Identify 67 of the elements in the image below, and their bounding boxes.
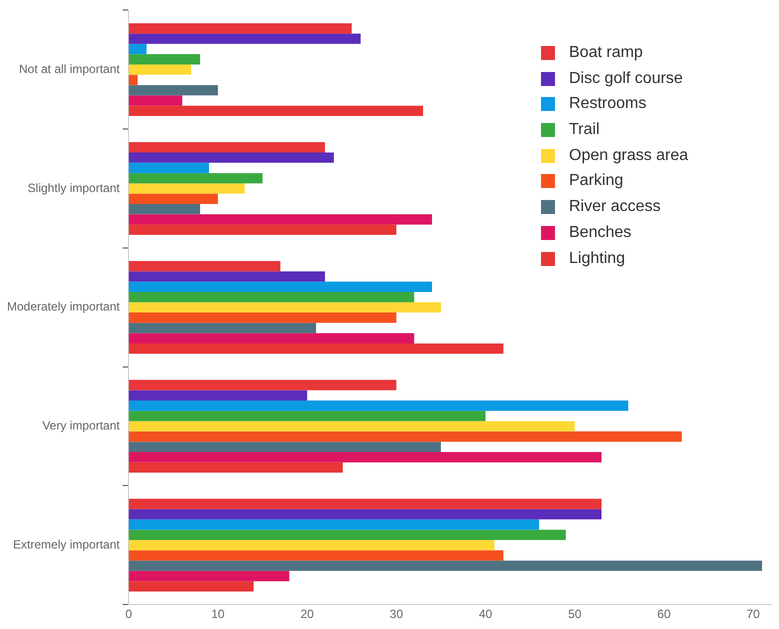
x-tick-label: 30 (390, 607, 404, 622)
bar (128, 194, 218, 204)
y-tick-label: Not at all important (19, 62, 120, 76)
bar (128, 343, 504, 354)
legend-label: Boat ramp (569, 44, 643, 62)
bar (128, 421, 575, 432)
legend-label: Lighting (569, 250, 626, 268)
bar (128, 23, 352, 34)
x-tick-label: 60 (657, 607, 671, 622)
bar (128, 34, 361, 44)
bar (128, 204, 200, 214)
bar (128, 550, 504, 561)
bar (128, 570, 290, 582)
bar (128, 380, 396, 390)
x-tick-label: 40 (478, 607, 493, 622)
bar (128, 292, 414, 302)
x-tick-label: 0 (125, 607, 132, 622)
bar (128, 509, 602, 520)
bar (128, 95, 182, 106)
bar (128, 581, 254, 592)
y-tick-label: Very important (42, 418, 120, 433)
bar (128, 224, 396, 235)
bar (128, 162, 209, 174)
bar (128, 333, 414, 344)
bar (128, 530, 566, 540)
bar (128, 519, 540, 530)
bar (128, 390, 308, 401)
bar (128, 302, 441, 313)
bar (128, 560, 762, 571)
bar (128, 142, 325, 152)
bar (128, 322, 316, 334)
bar (128, 64, 192, 75)
bar (128, 261, 280, 272)
bar (128, 282, 432, 292)
legend-label: Trail (569, 121, 600, 140)
bar (128, 54, 200, 64)
bar (128, 85, 218, 96)
bar (128, 312, 396, 323)
x-tick-label: 70 (746, 607, 760, 622)
x-tick-label: 20 (300, 607, 314, 622)
bar (128, 74, 138, 86)
legend-label: Open grass area (569, 146, 688, 165)
bar (128, 44, 147, 54)
legend-label: Restrooms (569, 95, 646, 114)
bar (128, 400, 628, 411)
legend-label: Benches (569, 224, 632, 242)
bar (128, 173, 263, 184)
bar (128, 410, 486, 422)
bar (128, 106, 424, 116)
bar (128, 214, 432, 225)
bar (128, 442, 441, 452)
y-tick-label: Slightly important (28, 180, 120, 195)
bar (128, 462, 343, 473)
bar (128, 498, 602, 510)
x-tick-label: 10 (211, 607, 225, 622)
bar (128, 152, 334, 163)
bar (128, 271, 325, 282)
bar (128, 452, 602, 462)
bar (128, 431, 682, 442)
legend-label: Disc golf course (569, 70, 683, 88)
legend-label: Parking (569, 172, 624, 190)
bar (128, 183, 245, 194)
bar (128, 540, 494, 550)
y-tick-label: Moderately important (7, 300, 120, 314)
y-tick-label: Extremely important (13, 537, 120, 552)
x-tick-label: 50 (568, 607, 582, 622)
legend-label: River access (569, 198, 661, 216)
